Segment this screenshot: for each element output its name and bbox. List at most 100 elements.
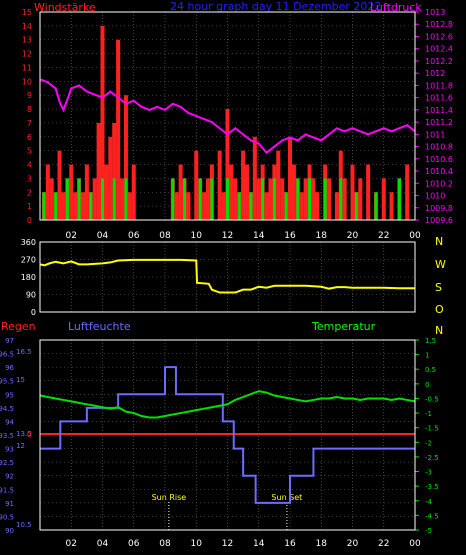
- temperature-tick-label: -3: [425, 469, 432, 477]
- humidity-tick-label: 94.5: [0, 405, 14, 413]
- climate-x-tick-label: 16: [284, 539, 296, 549]
- pressure-tick-label: 1011: [425, 130, 445, 139]
- gust-bar: [198, 178, 202, 220]
- wind-tick-label: 15: [22, 8, 32, 17]
- wind-bar: [225, 109, 230, 220]
- direction-panel-grid: [40, 242, 416, 312]
- temperature-line: [39, 390, 416, 419]
- humidity-axis-label: Luftfeuchte: [68, 320, 131, 333]
- temperature-tick-label: -0.5: [425, 395, 439, 403]
- humidity-tick-label: 96.5: [0, 351, 14, 359]
- pressure-tick-label: 1012.6: [425, 32, 453, 41]
- wind-bar: [334, 192, 339, 220]
- wind-bar: [100, 25, 105, 220]
- wind-bar: [116, 39, 121, 220]
- wind-bar: [264, 192, 269, 220]
- wind-bar: [311, 178, 316, 220]
- wind-axis-label: Windstärke: [34, 1, 96, 14]
- wind-bar: [217, 150, 222, 220]
- rain-scale-ticks: 10.5 12 13.5 15 16.5 0: [16, 348, 32, 529]
- wind-tick-label: 4: [27, 161, 32, 170]
- humidity-tick-label: 97: [5, 337, 14, 345]
- wind-bar: [245, 164, 250, 220]
- gust-bar: [323, 178, 327, 220]
- wind-tick-label: 13: [22, 36, 32, 45]
- gust-bar: [42, 192, 46, 220]
- humidity-tick-label: 92.5: [0, 459, 14, 467]
- temperature-tick-label: -2: [425, 439, 432, 447]
- sun-rise-label: Sun Rise: [152, 493, 187, 502]
- gust-bar: [124, 178, 128, 220]
- direction-tick-label: 360: [21, 238, 36, 247]
- wind-x-tick-label: 06: [128, 231, 140, 241]
- pressure-line: [39, 78, 416, 155]
- wind-tick-label: 10: [22, 77, 32, 86]
- wind-x-tick-label: 14: [253, 231, 265, 241]
- wind-bars: [41, 25, 410, 220]
- gust-bar: [339, 178, 343, 220]
- temperature-axis-ticks: -5 -4.5 -4 -3.5 -3 -2.5 -2 -1.5 -1 -0.5 0 0.5 1 1.5: [415, 337, 439, 535]
- wind-bar: [350, 164, 355, 220]
- pressure-tick-label: 1012: [425, 69, 445, 78]
- wind-bar: [221, 192, 226, 220]
- wind-bar: [276, 150, 281, 220]
- temperature-tick-label: -1.5: [425, 425, 439, 433]
- wind-x-tick-label: 22: [378, 231, 389, 241]
- wind-tick-label: 8: [27, 105, 32, 114]
- pressure-tick-label: 1012.2: [425, 57, 453, 66]
- wind-tick-label: 11: [22, 63, 32, 72]
- rain-scale-label: 15: [16, 376, 25, 384]
- pressure-axis-label: Luftdruck: [370, 1, 422, 14]
- wind-bar: [49, 178, 54, 220]
- gust-bar: [101, 178, 104, 220]
- wind-tick-label: 14: [22, 22, 32, 31]
- wind-bar: [57, 150, 62, 220]
- rain-tick-label: 0: [27, 430, 32, 439]
- climate-x-tick-label: 18: [316, 539, 328, 549]
- pressure-tick-label: 1009.8: [425, 204, 453, 213]
- temperature-tick-label: -2.5: [425, 454, 439, 462]
- gust-bar: [65, 178, 69, 220]
- wind-bar: [252, 136, 257, 220]
- temperature-tick-label: 1: [425, 352, 429, 360]
- wind-bar: [202, 192, 207, 220]
- gust-bar: [397, 178, 401, 220]
- humidity-tick-label: 96: [5, 364, 14, 372]
- gust-bar: [272, 178, 276, 220]
- wind-bar: [178, 164, 183, 220]
- climate-x-tick-label: 04: [97, 539, 109, 549]
- wind-bar: [241, 150, 246, 220]
- humidity-tick-label: 93: [5, 446, 14, 454]
- wind-bar: [131, 164, 136, 220]
- gust-bar: [54, 192, 58, 220]
- pressure-tick-label: 1010: [425, 192, 445, 201]
- wind-tick-label: 3: [27, 174, 32, 183]
- climate-x-tick-label: 08: [159, 539, 171, 549]
- gust-bar: [249, 192, 253, 220]
- wind-x-tick-label: 12: [222, 231, 233, 241]
- humidity-tick-label: 91.5: [0, 486, 14, 494]
- wind-bar: [174, 192, 179, 220]
- wind-bar: [358, 178, 363, 220]
- climate-panel: Regen Luftfeuchte Temperatur Sun Rise Sun…: [0, 320, 439, 549]
- gust-bar: [89, 192, 93, 220]
- wind-bar: [205, 178, 210, 220]
- wind-bar: [288, 136, 292, 220]
- gust-bar: [183, 178, 187, 220]
- climate-x-tick-label: 14: [253, 539, 265, 549]
- wind-bar: [366, 164, 371, 220]
- humidity-tick-label: 90.5: [0, 513, 14, 521]
- temperature-tick-label: -3.5: [425, 483, 439, 491]
- humidity-tick-label: 90: [5, 527, 14, 535]
- pressure-axis-ticks: 1009.6 1009.8 1010 1010.2 1010.4 1010.6 1010.8…: [415, 8, 453, 225]
- wind-x-tick-label: 18: [316, 231, 328, 241]
- pressure-tick-label: 1011.8: [425, 81, 453, 90]
- pressure-tick-label: 1012.4: [425, 45, 453, 54]
- pressure-tick-label: 1010.8: [425, 143, 453, 152]
- wind-bar: [80, 192, 85, 220]
- temperature-tick-label: -5: [425, 527, 432, 535]
